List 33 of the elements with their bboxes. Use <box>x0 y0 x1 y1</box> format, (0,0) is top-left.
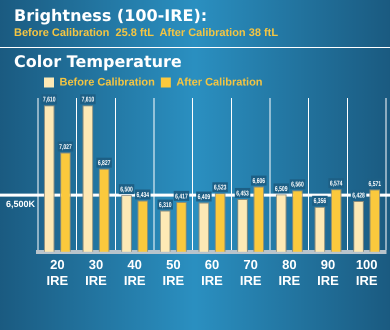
x-tick-label: 80 IRE <box>278 257 300 288</box>
data-label: 6,574 <box>330 180 343 188</box>
x-tick-label: 90 IRE <box>317 257 340 288</box>
data-label: 6,571 <box>368 180 382 188</box>
data-label: 6,523 <box>214 184 227 192</box>
x-tick-label: 20 IRE <box>46 257 68 288</box>
x-tick-label: 50 IRE <box>162 257 184 288</box>
text: Color Temperature <box>14 52 183 71</box>
x-tick-label: 70 IRE <box>240 257 262 288</box>
ref-line-label: 6,500K <box>6 199 36 210</box>
data-label: 6,500 <box>120 186 134 194</box>
legend-label: Before Calibration <box>60 76 156 89</box>
x-tick-label: 30 IRE <box>85 257 108 288</box>
chart-subtitle: Before Calibration 25.8 ftL After Calibration 38 ftL <box>14 27 280 39</box>
data-label: 6,428 <box>352 192 366 200</box>
data-label: 6,356 <box>314 197 327 206</box>
data-label: 6,453 <box>236 190 250 198</box>
data-label: 6,560 <box>291 180 304 190</box>
data-label: 7,610 <box>82 96 95 104</box>
data-label: 6,606 <box>252 177 266 186</box>
data-label: 7,027 <box>59 143 72 152</box>
legend-label: After Calibration <box>176 76 263 89</box>
x-tick-label: 60 IRE <box>201 257 224 288</box>
data-label: 6,827 <box>98 159 111 168</box>
x-tick-label: 100 IRE <box>356 257 378 288</box>
data-label: 7,610 <box>42 96 56 104</box>
data-label: 6,409 <box>198 193 211 202</box>
x-tick-label: 40 IRE <box>124 257 146 288</box>
chart-title: Brightness (100-IRE): <box>14 6 208 25</box>
data-label: 6,509 <box>274 185 288 194</box>
data-label: 6,434 <box>136 191 150 200</box>
data-label: 6,417 <box>175 192 188 201</box>
data-label: 6,310 <box>158 201 172 210</box>
